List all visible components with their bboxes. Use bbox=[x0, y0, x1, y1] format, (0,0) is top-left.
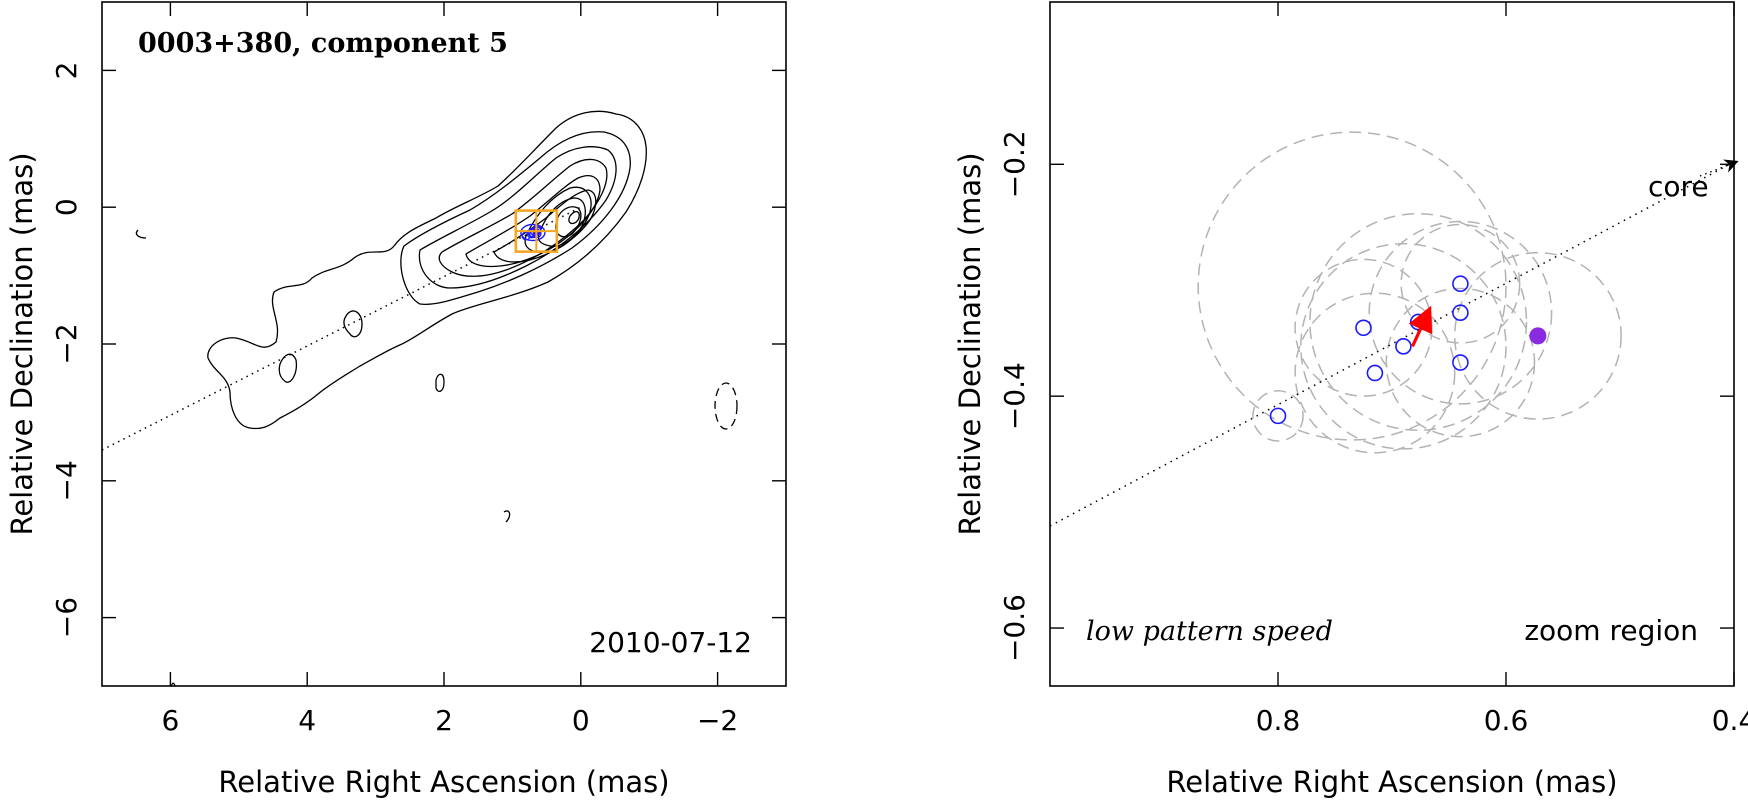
right-x-ticks: 0.8 0.6 0.4 bbox=[1256, 2, 1748, 737]
contour-level-8 bbox=[537, 197, 586, 247]
right-plot-frame bbox=[1049, 1, 1735, 687]
left-y-tick-label: −2 bbox=[50, 323, 83, 364]
left-x-tick-label: 2 bbox=[435, 704, 453, 737]
component-marker bbox=[1452, 275, 1469, 293]
uncertainty-circle bbox=[1294, 258, 1433, 397]
component-marker bbox=[1269, 407, 1287, 425]
component-marker bbox=[1395, 338, 1412, 355]
uncertainty-circle bbox=[1300, 242, 1507, 450]
component-marker bbox=[1452, 354, 1469, 371]
right-y-tick-label: −0.2 bbox=[998, 130, 1031, 198]
contour-level-6 bbox=[493, 189, 597, 263]
contour-level-2 bbox=[400, 131, 631, 306]
contour-outer bbox=[207, 110, 647, 430]
right-panel-zoom-region: 0.8 0.6 0.4 −0.2 −0.4 −0.6 core low pattern … bbox=[953, 1, 1748, 799]
left-panel-contour-map: 6 4 2 0 −2 2 0 −2 −4 −6 bbox=[5, 1, 787, 799]
left-panel-title: 0003+380, component 5 bbox=[138, 28, 508, 59]
right-x-tick-label: 0.4 bbox=[1712, 704, 1748, 737]
contour-blob-5 bbox=[135, 229, 147, 239]
left-y-tick-label: 2 bbox=[50, 61, 83, 79]
core-direction-arrow bbox=[1699, 159, 1739, 177]
contour-level-5 bbox=[465, 175, 601, 268]
left-x-tick-label: 4 bbox=[298, 704, 316, 737]
right-x-tick-label: 0.8 bbox=[1256, 704, 1301, 737]
left-y-tick-label: 0 bbox=[50, 198, 83, 216]
left-plot-area bbox=[102, 110, 738, 686]
left-y-tick-label: −4 bbox=[50, 460, 83, 501]
component-marker bbox=[1452, 304, 1469, 321]
left-epoch-label: 2010-07-12 bbox=[589, 626, 752, 659]
component-marker bbox=[1366, 364, 1384, 382]
uncertainty-circle bbox=[1197, 131, 1507, 441]
left-x-tick-label: 6 bbox=[161, 704, 179, 737]
left-y-axis-title: Relative Declination (mas) bbox=[5, 152, 39, 535]
right-plot-area bbox=[1050, 131, 1734, 527]
left-component-cluster-outline bbox=[520, 223, 546, 242]
left-x-tick-label: 0 bbox=[572, 704, 590, 737]
uncertainty-circle bbox=[1400, 223, 1521, 344]
left-y-tick-label: −6 bbox=[50, 597, 83, 638]
right-zoom-caption: zoom region bbox=[1524, 614, 1698, 647]
right-y-tick-label: −0.4 bbox=[998, 362, 1031, 430]
left-contour-lines bbox=[135, 110, 647, 686]
uncertainty-circle bbox=[1385, 287, 1536, 438]
contour-level-4 bbox=[438, 158, 608, 277]
left-x-ticks: 6 4 2 0 −2 bbox=[161, 2, 738, 737]
uncertainty-circles bbox=[1197, 131, 1622, 454]
contour-level-9 bbox=[555, 206, 582, 238]
contour-level-3 bbox=[418, 146, 617, 289]
left-plot-frame bbox=[101, 1, 787, 687]
contour-blob-4 bbox=[503, 510, 511, 523]
contour-blob-1 bbox=[278, 353, 298, 383]
uncertainty-circle bbox=[1368, 220, 1553, 405]
component-marker bbox=[1355, 319, 1372, 337]
right-y-axis-title: Relative Declination (mas) bbox=[953, 152, 987, 535]
contour-level-10 bbox=[568, 211, 580, 225]
left-y-ticks: 2 0 −2 −4 −6 bbox=[50, 61, 786, 638]
right-y-tick-label: −0.6 bbox=[998, 594, 1031, 662]
filled-component-marker bbox=[1529, 327, 1547, 345]
uncertainty-circle bbox=[1453, 251, 1622, 420]
contour-blob-2 bbox=[343, 310, 363, 338]
right-left-caption: low pattern speed bbox=[1086, 616, 1333, 647]
core-label: core bbox=[1648, 170, 1709, 203]
uncertainty-circle bbox=[1252, 390, 1304, 442]
motion-vector-arrow bbox=[1408, 305, 1433, 347]
left-zoom-box bbox=[514, 209, 559, 253]
left-x-tick-label: −2 bbox=[697, 704, 738, 737]
right-x-tick-label: 0.6 bbox=[1484, 704, 1529, 737]
uncertainty-circle bbox=[1309, 212, 1528, 432]
uncertainty-circle bbox=[1294, 292, 1456, 454]
right-x-axis-title: Relative Right Ascension (mas) bbox=[1166, 765, 1617, 799]
negative-contour bbox=[714, 382, 738, 430]
contour-blob-6 bbox=[170, 682, 176, 686]
left-x-axis-title: Relative Right Ascension (mas) bbox=[218, 765, 669, 799]
contour-blob-3 bbox=[435, 373, 445, 393]
right-y-ticks: −0.2 −0.4 −0.6 bbox=[998, 130, 1734, 662]
